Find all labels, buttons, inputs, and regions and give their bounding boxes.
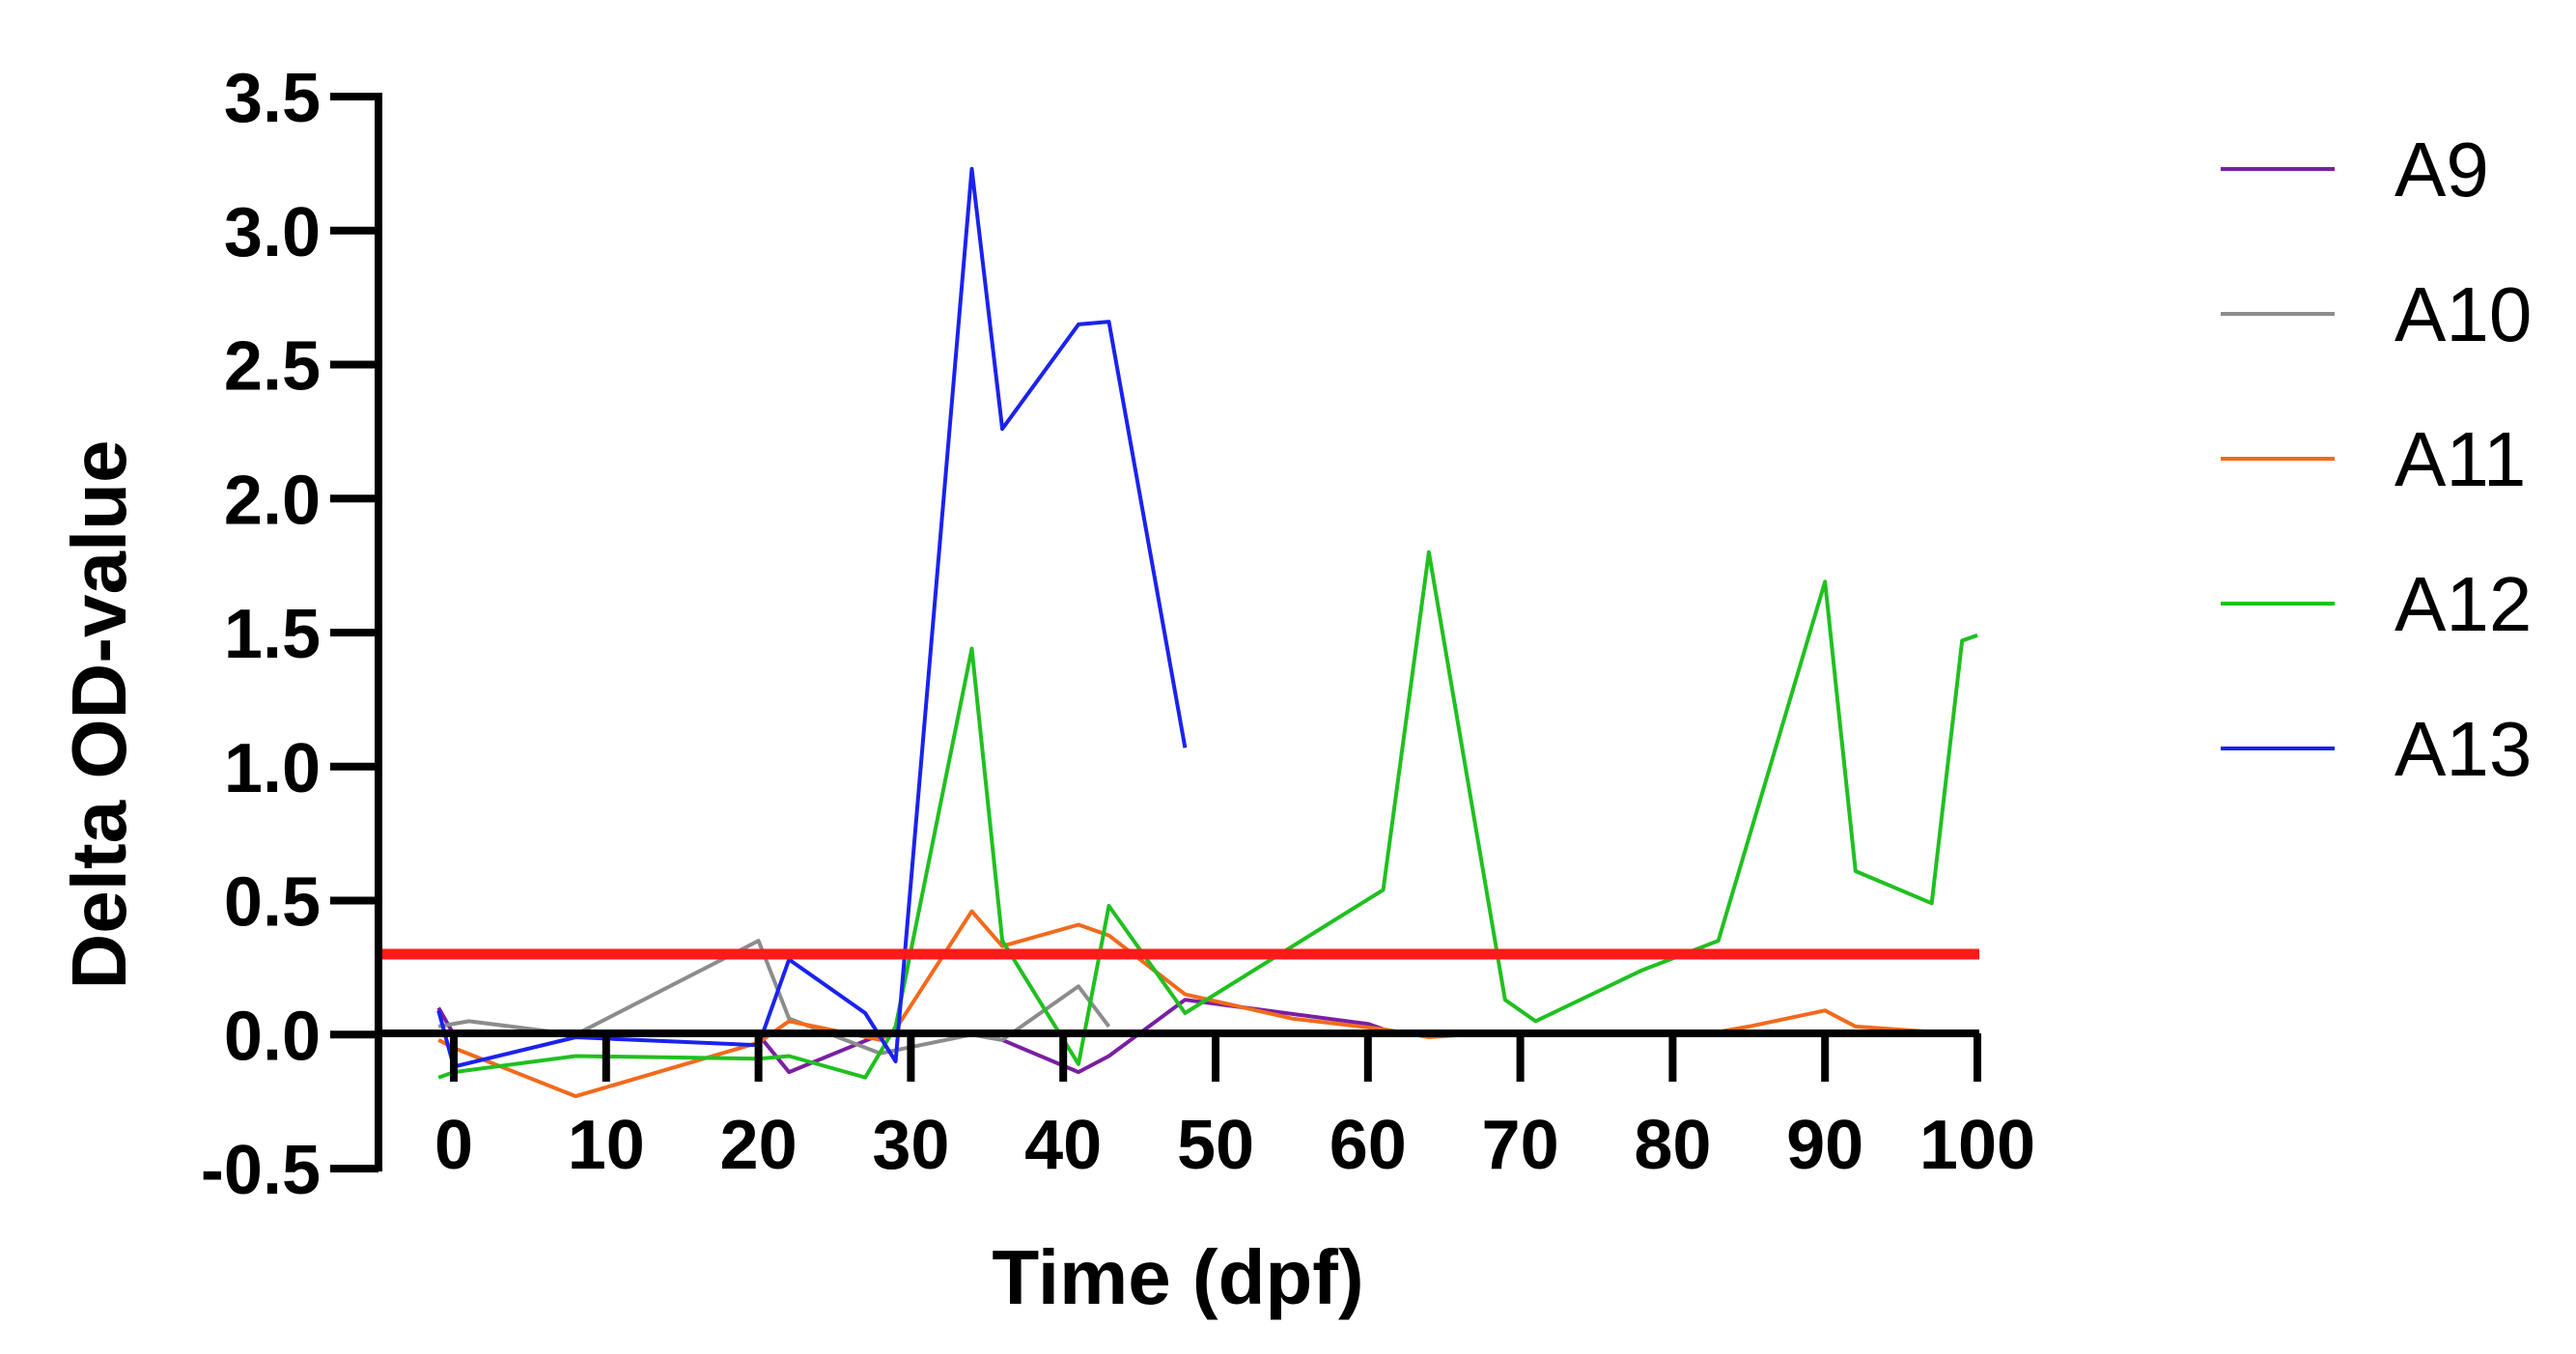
series-line-a11 bbox=[437, 909, 1977, 1099]
legend-label: A10 bbox=[2394, 271, 2532, 357]
legend-item-a10: A10 bbox=[2221, 271, 2532, 357]
legend-item-a11: A11 bbox=[2221, 416, 2526, 502]
x-tick-label: 50 bbox=[1177, 1107, 1254, 1184]
y-tick-label: 2.5 bbox=[224, 328, 321, 406]
y-tick-label: 1.0 bbox=[224, 730, 321, 807]
legend-label: A13 bbox=[2394, 706, 2532, 792]
legend-label: A9 bbox=[2394, 127, 2489, 212]
x-tick-label: 40 bbox=[1024, 1107, 1102, 1184]
y-tick-label: 3.0 bbox=[224, 194, 321, 271]
x-tick-label: 70 bbox=[1482, 1107, 1559, 1184]
y-tick-label: 1.5 bbox=[224, 596, 321, 673]
series-line-a13 bbox=[436, 166, 1188, 1069]
y-tick-label: 0.5 bbox=[224, 864, 321, 942]
x-tick-label: 30 bbox=[872, 1107, 949, 1184]
y-axis-title: Delta OD-value bbox=[56, 439, 142, 989]
y-tick-label: 2.0 bbox=[224, 462, 321, 539]
x-tick-label: 90 bbox=[1786, 1107, 1863, 1184]
series-line-a12 bbox=[437, 550, 1978, 1080]
x-tick-label: 80 bbox=[1634, 1107, 1711, 1184]
plot-area bbox=[378, 166, 1979, 1099]
y-tick-label: 0.0 bbox=[224, 998, 321, 1075]
legend-item-a12: A12 bbox=[2221, 561, 2532, 647]
legend-item-a13: A13 bbox=[2221, 706, 2532, 792]
x-tick-label: 60 bbox=[1330, 1107, 1407, 1184]
x-tick-label: 100 bbox=[1919, 1107, 2035, 1184]
axes: -0.5 0.0 0.5 1.0 1.5 2.0 2.5 3.0 3.5 0 10 20 30 40 50 6… bbox=[201, 60, 2035, 1209]
legend-label: A12 bbox=[2394, 561, 2532, 647]
x-tick-label: 10 bbox=[568, 1107, 645, 1184]
x-axis-title: Time (dpf) bbox=[992, 1234, 1363, 1320]
y-tick-label: -0.5 bbox=[201, 1132, 321, 1209]
legend-item-a9: A9 bbox=[2221, 127, 2489, 212]
x-tick-label: 20 bbox=[720, 1107, 798, 1184]
x-tick-label: 0 bbox=[434, 1107, 473, 1184]
y-tick-label: 3.5 bbox=[224, 60, 321, 137]
legend: A9 A10 A11 A12 A13 bbox=[2221, 127, 2532, 792]
legend-label: A11 bbox=[2394, 416, 2526, 502]
